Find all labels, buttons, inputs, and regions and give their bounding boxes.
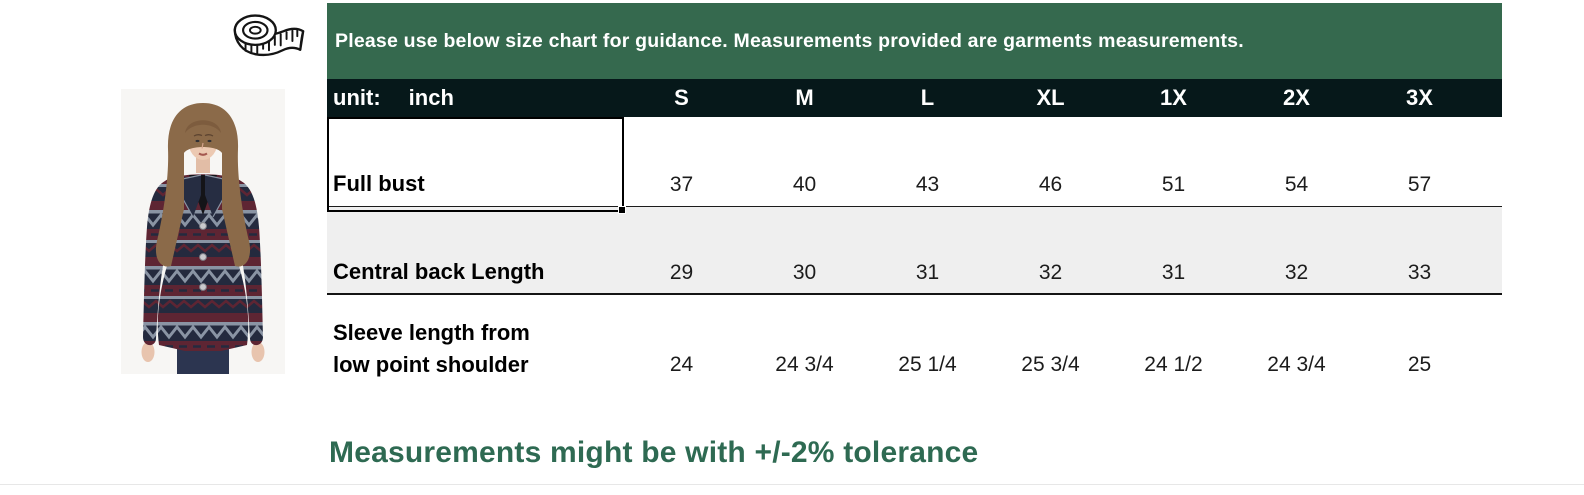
sleeve-1x: 24 1/2 (1144, 353, 1203, 376)
full-bust-1x: 51 (1161, 173, 1186, 196)
table-row-central-back-length: Central back Length 29 30 31 32 31 32 33 (327, 207, 1502, 295)
full-bust-m: 40 (792, 173, 817, 196)
tolerance-note: Measurements might be with +/-2% toleran… (329, 436, 979, 469)
central-back-2x: 32 (1284, 261, 1309, 284)
size-header-3x: 3X (1406, 85, 1433, 110)
size-chart-table: unit: inch S M L XL 1X 2X 3X Full bust 3… (327, 79, 1502, 390)
size-header-m: M (795, 85, 814, 110)
central-back-xl: 32 (1038, 261, 1063, 284)
full-bust-s: 37 (669, 173, 694, 196)
row-label-central-back-length: Central back Length (333, 259, 545, 284)
guidance-banner: Please use below size chart for guidance… (327, 3, 1502, 79)
product-photo (121, 89, 285, 374)
unit-label: unit: (333, 85, 381, 110)
sleeve-m: 24 3/4 (775, 353, 834, 376)
row-label-sleeve-length: Sleeve length from low point shoulder (327, 295, 620, 390)
sleeve-3x: 25 (1407, 353, 1432, 376)
central-back-l: 31 (915, 261, 940, 284)
table-row-sleeve-length: Sleeve length from low point shoulder 24… (327, 295, 1502, 390)
sleeve-label-line1: Sleeve length from (333, 320, 530, 346)
sleeve-s: 24 (669, 353, 694, 376)
sleeve-l: 25 1/4 (898, 353, 957, 376)
full-bust-l: 43 (915, 173, 940, 196)
full-bust-xl: 46 (1038, 173, 1063, 196)
central-back-m: 30 (792, 261, 817, 284)
page-divider (0, 484, 1584, 485)
full-bust-3x: 57 (1407, 173, 1432, 196)
unit-header-cell: unit: inch (327, 79, 620, 117)
size-header-2x: 2X (1283, 85, 1310, 110)
size-header-l: L (920, 85, 935, 110)
full-bust-2x: 54 (1284, 173, 1309, 196)
row-label-full-bust: Full bust (333, 171, 425, 196)
table-row-full-bust: Full bust 37 40 43 46 51 54 57 (327, 117, 1502, 207)
model-illustration (121, 89, 285, 374)
central-back-3x: 33 (1407, 261, 1432, 284)
measuring-tape-icon (226, 9, 310, 71)
size-header-xl: XL (1036, 85, 1065, 110)
central-back-1x: 31 (1161, 261, 1186, 284)
size-header-1x: 1X (1160, 85, 1187, 110)
sleeve-2x: 24 3/4 (1267, 353, 1326, 376)
guidance-banner-text: Please use below size chart for guidance… (335, 29, 1244, 52)
unit-value: inch (408, 85, 454, 110)
size-header-s: S (674, 85, 689, 110)
size-chart-header-row: unit: inch S M L XL 1X 2X 3X (327, 79, 1502, 117)
sleeve-xl: 25 3/4 (1021, 353, 1080, 376)
sleeve-label-line2: low point shoulder (333, 352, 529, 378)
central-back-s: 29 (669, 261, 694, 284)
